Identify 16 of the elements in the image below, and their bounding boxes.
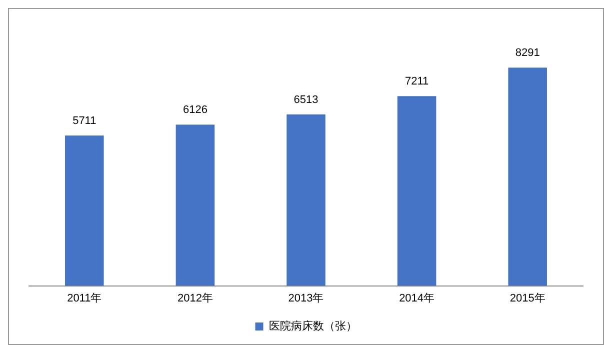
bar (508, 68, 547, 286)
data-label: 7211 (404, 76, 429, 88)
x-tick-label: 2015年 (510, 292, 546, 304)
x-tick-label: 2012年 (177, 292, 213, 304)
bar (65, 136, 104, 286)
bar (397, 96, 436, 286)
bar (176, 124, 215, 286)
data-label: 6126 (182, 104, 208, 116)
x-tick-label: 2014年 (399, 292, 435, 304)
legend-label: 医院病床数（张） (268, 320, 357, 333)
data-label: 8291 (515, 47, 540, 60)
bar (286, 114, 326, 286)
x-tick-label: 2013年 (288, 292, 324, 304)
data-label: 6513 (294, 94, 318, 106)
x-tick-label: 2011年 (67, 292, 102, 304)
data-label: 5711 (72, 115, 96, 128)
